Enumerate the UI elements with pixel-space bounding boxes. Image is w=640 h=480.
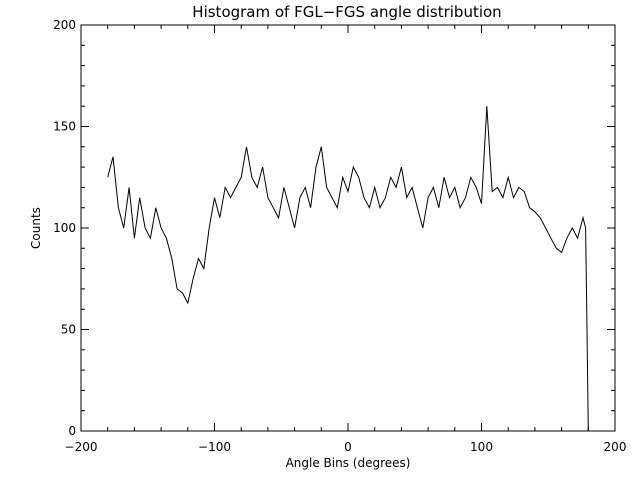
- chart-title: Histogram of FGL−FGS angle distribution: [192, 3, 501, 21]
- x-axis-label: Angle Bins (degrees): [286, 456, 411, 470]
- y-tick-label: 0: [68, 424, 76, 438]
- x-tick-label: 200: [604, 440, 627, 454]
- axis-tick-labels: −200 −100 0 100 200 0 50 100 150 200: [53, 18, 626, 454]
- x-tick-label: −100: [198, 440, 231, 454]
- axis-ticks: [80, 24, 616, 432]
- y-tick-label: 150: [53, 120, 76, 134]
- y-axis-label: Counts: [29, 207, 43, 249]
- x-tick-label: 100: [470, 440, 493, 454]
- x-tick-label: 0: [344, 440, 352, 454]
- y-tick-label: 50: [61, 323, 76, 337]
- y-tick-label: 200: [53, 18, 76, 32]
- x-tick-label: −200: [65, 440, 98, 454]
- counts-series-line: [107, 106, 589, 432]
- y-tick-label: 100: [53, 221, 76, 235]
